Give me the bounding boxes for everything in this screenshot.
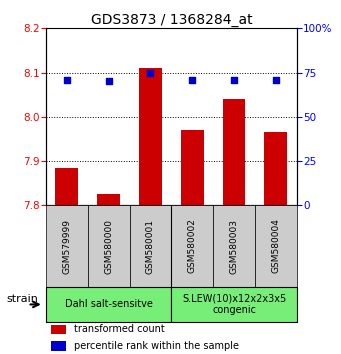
- Text: GSM580001: GSM580001: [146, 218, 155, 274]
- Bar: [46, 205, 88, 287]
- Bar: [223, 99, 246, 205]
- Point: [148, 70, 153, 75]
- Bar: [255, 205, 297, 287]
- Point: [231, 77, 237, 82]
- Bar: [139, 68, 162, 205]
- Text: GSM580003: GSM580003: [229, 218, 238, 274]
- Bar: [51, 341, 66, 351]
- Text: GSM580002: GSM580002: [188, 218, 197, 274]
- Point: [190, 77, 195, 82]
- Bar: [181, 130, 204, 205]
- Text: Dahl salt-sensitve: Dahl salt-sensitve: [65, 299, 153, 309]
- Bar: [51, 325, 66, 334]
- Bar: [88, 205, 130, 287]
- Text: S.LEW(10)x12x2x3x5
congenic: S.LEW(10)x12x2x3x5 congenic: [182, 293, 286, 315]
- Bar: [264, 132, 287, 205]
- Point: [106, 79, 112, 84]
- Title: GDS3873 / 1368284_at: GDS3873 / 1368284_at: [91, 13, 252, 27]
- Bar: [130, 205, 171, 287]
- Bar: [213, 205, 255, 287]
- Text: GSM579999: GSM579999: [62, 218, 71, 274]
- Point: [273, 77, 279, 82]
- Text: GSM580000: GSM580000: [104, 218, 113, 274]
- Bar: [46, 287, 171, 322]
- Point: [64, 77, 70, 82]
- Bar: [172, 287, 297, 322]
- Text: strain: strain: [7, 294, 39, 304]
- Bar: [97, 194, 120, 205]
- Text: GSM580004: GSM580004: [271, 218, 280, 274]
- Text: percentile rank within the sample: percentile rank within the sample: [74, 341, 239, 351]
- Text: transformed count: transformed count: [74, 325, 164, 335]
- Bar: [172, 205, 213, 287]
- Bar: [56, 168, 78, 205]
